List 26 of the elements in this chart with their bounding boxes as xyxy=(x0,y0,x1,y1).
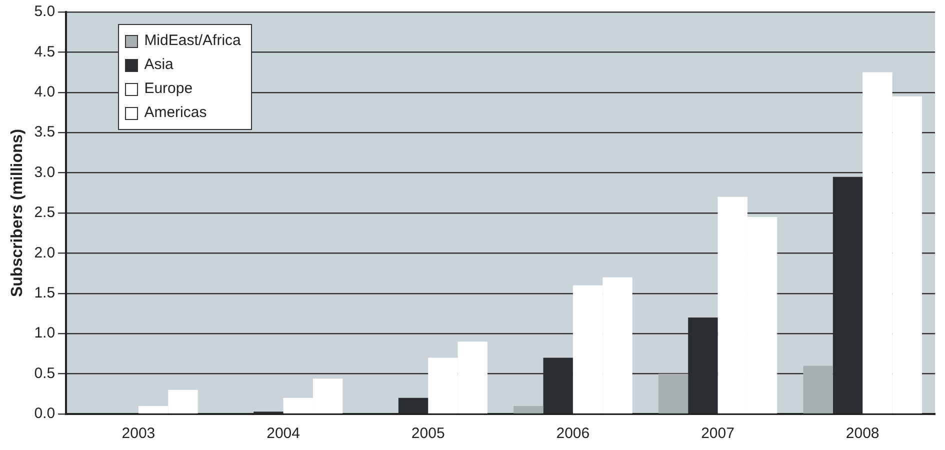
y-tick-label: 0.0 xyxy=(34,405,56,422)
legend-label: Asia xyxy=(144,55,174,75)
x-tick-label: 2007 xyxy=(701,425,734,442)
y-tick-label: 3.5 xyxy=(34,124,56,141)
y-tick-label: 0.5 xyxy=(34,364,56,382)
y-tick-label: 5.0 xyxy=(34,3,56,20)
bar xyxy=(658,374,688,414)
bar xyxy=(398,398,428,414)
y-tick-label: 2.0 xyxy=(34,244,56,262)
legend-label: Europe xyxy=(144,79,193,99)
x-tick-label: 2004 xyxy=(266,425,300,442)
bar xyxy=(803,366,833,414)
legend-label: Americas xyxy=(144,103,207,123)
x-tick-label: 2006 xyxy=(556,425,590,442)
x-tick-label: 2008 xyxy=(846,425,880,442)
y-axis-title: Subscribers (millions) xyxy=(9,128,26,298)
bar xyxy=(514,406,544,414)
y-tick-label: 3.0 xyxy=(34,164,56,181)
y-tick-label: 1.0 xyxy=(34,324,56,342)
x-tick-label: 2003 xyxy=(122,425,156,442)
y-tick-label: 2.5 xyxy=(34,204,56,222)
y-tick-label: 1.5 xyxy=(34,284,56,302)
y-tick-label: 4.5 xyxy=(34,43,56,60)
x-tick-label: 2005 xyxy=(411,425,445,442)
legend-label: MidEast/Africa xyxy=(144,31,241,51)
y-tick-label: 4.0 xyxy=(34,84,56,101)
